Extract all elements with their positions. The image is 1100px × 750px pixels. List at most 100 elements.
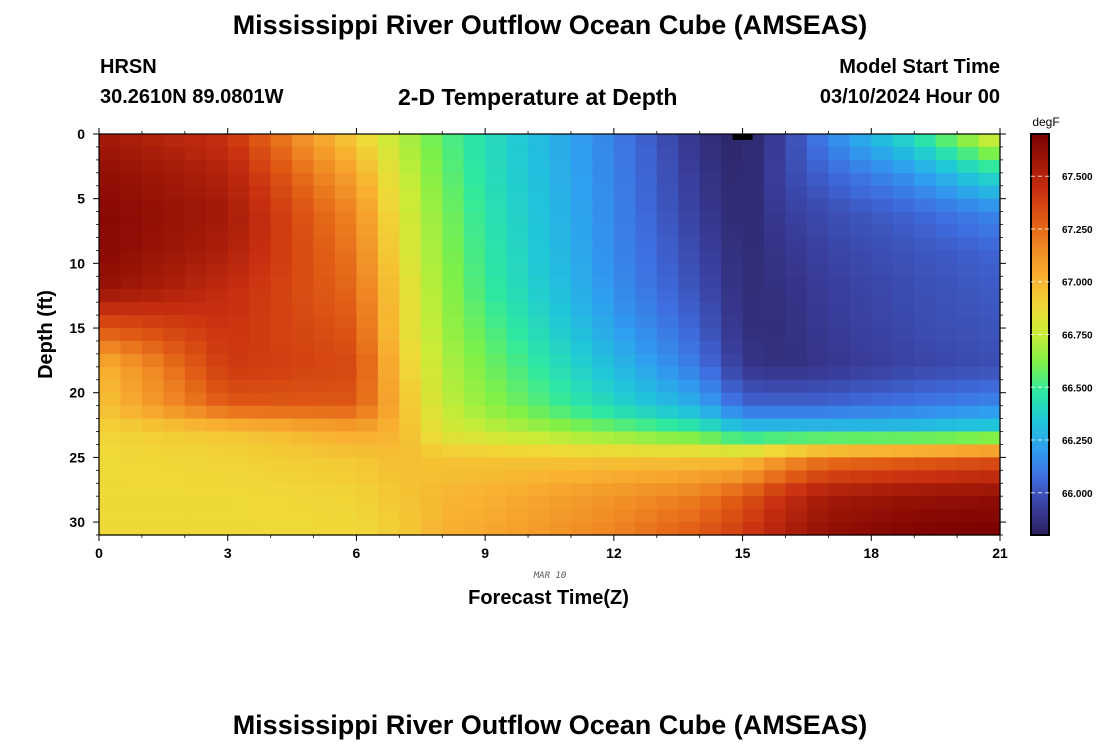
heatmap-cell [699, 315, 722, 329]
heatmap-cell [249, 457, 272, 471]
heatmap-cell [764, 405, 787, 420]
heatmap-cell [656, 431, 679, 446]
heatmap-cell [399, 457, 422, 471]
y-tick-label: 25 [69, 449, 85, 465]
heatmap-cell [764, 509, 787, 523]
heatmap-cell [613, 289, 636, 303]
heatmap-cell [721, 353, 744, 368]
heatmap-cell [463, 159, 486, 174]
heatmap-cell [742, 172, 765, 187]
x-axis: 0 3 6 9 12 15 18 21 [95, 128, 1008, 561]
heatmap-cell [463, 276, 486, 290]
heatmap-cell [613, 353, 636, 368]
heatmap-cell [785, 159, 808, 174]
heatmap-cell [506, 431, 529, 446]
heatmap-cell [227, 185, 250, 200]
heatmap-cell [270, 522, 293, 536]
heatmap-cell [334, 198, 358, 213]
heatmap-cell [635, 250, 658, 264]
heatmap-cell [99, 431, 122, 446]
heatmap-cell [227, 211, 250, 226]
heatmap-cell [978, 302, 1001, 316]
heatmap-cell [463, 379, 486, 394]
heatmap-cell [957, 211, 980, 226]
heatmap-cell [871, 159, 894, 174]
heatmap-cell [957, 457, 980, 471]
heatmap-cell [849, 198, 872, 213]
heatmap-cell [399, 276, 422, 290]
heatmap-cell [721, 366, 744, 381]
heatmap-cell [485, 250, 508, 264]
heatmap-cell [206, 392, 229, 407]
heatmap-cell [892, 431, 915, 446]
heatmap-cell [549, 134, 572, 148]
heatmap-cell [184, 302, 207, 316]
heatmap-cell [635, 470, 658, 484]
colorbar: degF 66.000 66.250 66.500 66.750 67.000 67.250… [1030, 115, 1093, 536]
heatmap-cell [871, 185, 894, 200]
heatmap-cell [721, 276, 744, 290]
heatmap-cell [270, 237, 293, 252]
heatmap-cell [120, 522, 143, 536]
heatmap-cell [442, 224, 465, 239]
heatmap-cell [806, 159, 829, 174]
heatmap-cell [120, 470, 143, 484]
heatmap-cell [871, 250, 894, 264]
heatmap-cell [356, 340, 379, 355]
heatmap-cell [141, 328, 164, 342]
heatmap-cell [849, 159, 872, 174]
heatmap-cell [549, 509, 572, 523]
heatmap-cell [549, 431, 572, 446]
model-start-label: Model Start Time [839, 56, 1000, 78]
heatmap-cell [249, 302, 272, 316]
heatmap-cell [528, 302, 551, 316]
heatmap-cell [806, 315, 829, 329]
heatmap-cell [592, 172, 615, 187]
heatmap-cell [356, 250, 379, 264]
heatmap-cell [785, 263, 808, 277]
heatmap-cell [678, 315, 701, 329]
heatmap-cell [485, 405, 508, 420]
heatmap-cell [656, 172, 679, 187]
heatmap-cell [377, 315, 400, 329]
heatmap-cell [570, 237, 594, 252]
heatmap-cell [485, 146, 508, 161]
heatmap-cell [399, 405, 422, 420]
heatmap-cell [356, 159, 379, 174]
heatmap-cell [935, 159, 958, 174]
heatmap-cell [935, 315, 958, 329]
heatmap-cell [764, 237, 787, 252]
heatmap-cell [313, 496, 336, 510]
heatmap-cell [463, 392, 486, 407]
heatmap-cell [764, 328, 787, 342]
heatmap-cell [313, 224, 336, 239]
heatmap-cell [570, 172, 594, 187]
heatmap-cell [120, 431, 143, 446]
heatmap-cell [249, 522, 272, 536]
heatmap-cell [206, 289, 229, 303]
heatmap-cell [892, 353, 915, 368]
heatmap-cell [785, 134, 808, 148]
heatmap-cell [227, 470, 250, 484]
heatmap-cell [892, 159, 915, 174]
heatmap-cell [764, 276, 787, 290]
heatmap-cell [656, 224, 679, 239]
heatmap-cell [270, 431, 293, 446]
heatmap-cell [892, 224, 915, 239]
heatmap-cell [635, 315, 658, 329]
heatmap-cell [570, 198, 594, 213]
heatmap-cell [485, 444, 508, 458]
heatmap-cell [764, 340, 787, 355]
heatmap-cell [914, 496, 937, 510]
heatmap-cell [99, 366, 122, 381]
heatmap-cell [742, 392, 765, 407]
heatmap-cell [699, 418, 722, 433]
heatmap-cell [184, 457, 207, 471]
heatmap-cell [184, 172, 207, 187]
heatmap-cell [570, 276, 594, 290]
heatmap-cell [678, 522, 701, 536]
heatmap-cell [249, 353, 272, 368]
heatmap-cell [613, 431, 636, 446]
heatmap-cell [613, 146, 636, 161]
heatmap-cell [399, 392, 422, 407]
